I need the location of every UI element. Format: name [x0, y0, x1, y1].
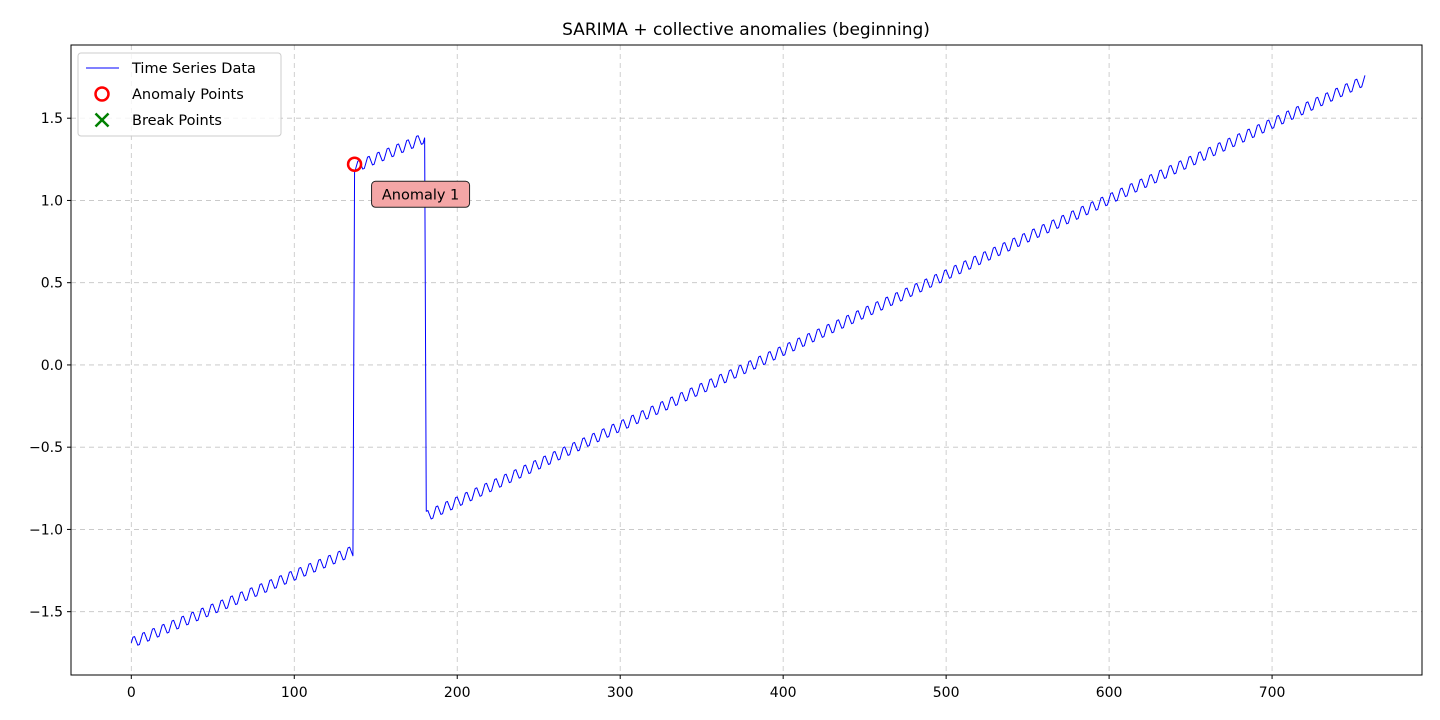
legend-frame: [77, 52, 282, 137]
x-tick-label: 400: [770, 685, 797, 701]
annotation-layer: Anomaly 1: [371, 180, 471, 208]
y-tick-label: −1.5: [29, 605, 63, 621]
tick-layer: 0 100 200 300 400 500 600 700 −1.5 −1.0 −0.5 0.0 0.5…: [29, 111, 1285, 701]
legend: Time Series Data Anomaly Points Break Poin…: [77, 52, 282, 137]
y-tick-label: 1.5: [41, 111, 63, 127]
legend-x-swatch: [94, 112, 110, 128]
y-tick-label: −1.0: [29, 522, 63, 538]
plot-frame: [70, 44, 1423, 676]
x-tick-label: 200: [444, 685, 471, 701]
y-tick-label: 0.0: [41, 358, 63, 374]
x-tick-label: 500: [933, 685, 960, 701]
annotation-label: Anomaly 1: [382, 187, 459, 203]
legend-label: Time Series Data: [131, 61, 256, 77]
x-tick-label: 300: [607, 685, 634, 701]
x-tick-label: 100: [281, 685, 308, 701]
series-layer: [130, 75, 1366, 646]
chart-title: SARIMA + collective anomalies (beginning…: [562, 20, 930, 40]
legend-circle-swatch: [94, 86, 110, 102]
x-tick-label: 600: [1096, 685, 1123, 701]
grid-layer: [71, 45, 1422, 675]
y-tick-label: 1.0: [41, 193, 63, 209]
annotation-box: [371, 180, 471, 208]
x-tick-label: 0: [127, 685, 136, 701]
marker-layer: [346, 156, 363, 173]
y-tick-label: −0.5: [29, 440, 63, 456]
legend-label: Break Points: [132, 113, 222, 129]
legend-label: Anomaly Points: [132, 87, 244, 103]
x-tick-label: 700: [1259, 685, 1286, 701]
y-tick-label: 0.5: [41, 276, 63, 292]
anomaly-marker: [346, 156, 363, 173]
series-line: [130, 75, 1366, 646]
